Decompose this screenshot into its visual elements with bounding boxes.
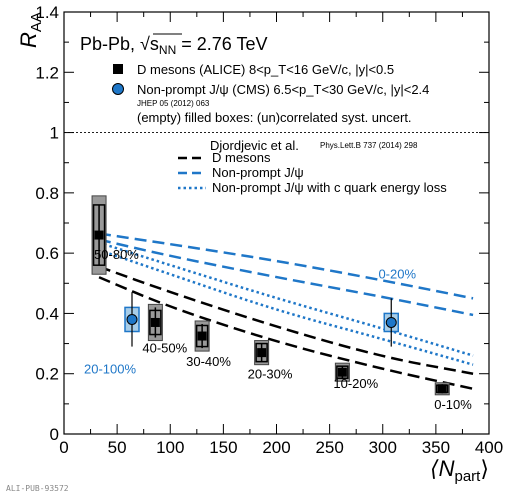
legend-model-label: Non-prompt J/ψ	[212, 165, 304, 180]
legend-boxes-note: (empty) filled boxes: (un)correlated sys…	[137, 110, 412, 125]
legend-d-meson-label: D mesons (ALICE) 8<p_T<16 GeV/c, |y|<0.5	[137, 62, 394, 77]
x-tick-label: 400	[475, 438, 503, 457]
model-curve-lower	[98, 276, 474, 391]
d-meson-point	[337, 367, 347, 377]
footer-label: ALI-PUB-93572	[6, 484, 69, 493]
x-tick-label: 300	[369, 438, 397, 457]
centrality-label: 50-80%	[94, 247, 139, 262]
y-tick-label: 0.4	[35, 304, 59, 323]
model-curve-upper	[98, 241, 474, 357]
model-title: Djordjevic et al.	[210, 138, 299, 153]
system-label: Pb-Pb, √sNN = 2.76 TeV	[80, 34, 268, 57]
legend-model-label: D mesons	[212, 150, 271, 165]
centrality-label-blue: 0-20%	[378, 266, 416, 281]
legend-jhep-ref: JHEP 05 (2012) 063	[137, 99, 210, 108]
legend-d-meson-marker	[113, 64, 123, 74]
y-tick-label: 1	[50, 124, 59, 143]
model-ref: Phys.Lett.B 737 (2014) 298	[320, 141, 418, 150]
centrality-labels: 50-80% 40-50%30-40% 20-30% 10-20% 0-10% 20-10…	[84, 247, 472, 412]
x-tick-label: 350	[422, 438, 450, 457]
x-tick-label: 0	[59, 438, 68, 457]
y-tick-label: 0.8	[35, 184, 59, 203]
x-tick-label: 100	[156, 438, 184, 457]
legend: Pb-Pb, √sNN = 2.76 TeV D mesons (ALICE) 8…	[80, 33, 447, 195]
x-tick-label: 150	[209, 438, 237, 457]
centrality-label: 40-50%	[142, 340, 187, 355]
y-tick-label: 0.2	[35, 365, 59, 384]
centrality-label: 0-10%	[434, 397, 472, 412]
x-tick-label: 250	[315, 438, 343, 457]
y-tick-label: 1.4	[35, 3, 59, 22]
centrality-label: 20-30%	[248, 367, 293, 382]
d-meson-point	[257, 348, 267, 358]
x-axis-title: ⟨Npart⟩	[430, 456, 489, 485]
y-tick-label: 0	[50, 425, 59, 444]
legend-jpsi-marker	[112, 83, 124, 95]
jpsi-point	[385, 316, 397, 328]
d-meson-point	[150, 317, 160, 327]
model-curve-upper	[98, 265, 474, 375]
x-tick-label: 50	[108, 438, 127, 457]
d-meson-point	[437, 384, 447, 394]
centrality-label-blue: 20-100%	[84, 361, 136, 376]
model-curve-lower	[98, 238, 474, 317]
axes: 0 50 100 150 200 250 300 350 400 0 0.2 0.4 0.6 0.8 1 1.…	[16, 3, 503, 485]
centrality-label: 30-40%	[186, 354, 231, 369]
y-axis-title: RAA	[16, 12, 45, 48]
d-meson-point	[197, 331, 207, 341]
centrality-label: 10-20%	[333, 376, 378, 391]
d-meson-point	[94, 230, 104, 240]
legend-jpsi-label: Non-prompt J/ψ (CMS) 6.5<p_T<30 GeV/c, |…	[137, 82, 429, 97]
jpsi-point	[126, 313, 138, 325]
legend-model-label: Non-prompt J/ψ with c quark energy loss	[212, 180, 447, 195]
y-tick-label: 0.6	[35, 244, 59, 263]
model-curve-upper	[98, 232, 474, 300]
plot-area	[64, 132, 489, 396]
y-tick-label: 1.2	[35, 63, 59, 82]
x-tick-label: 200	[262, 438, 290, 457]
